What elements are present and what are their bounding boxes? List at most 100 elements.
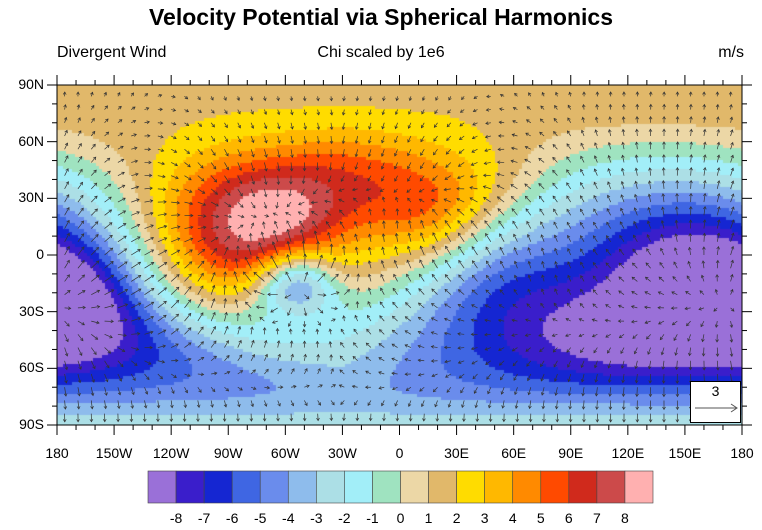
wind-vector xyxy=(701,260,706,269)
wind-vector xyxy=(714,321,719,328)
wind-vector xyxy=(485,274,492,282)
wind-vector xyxy=(210,298,216,309)
wind-vector xyxy=(420,135,425,143)
wind-vector xyxy=(64,360,69,371)
colorbar-label: -5 xyxy=(253,510,267,526)
wind-vector xyxy=(500,274,505,282)
wind-vector xyxy=(538,170,545,176)
wind-vector xyxy=(394,232,399,242)
wind-vector xyxy=(64,232,70,242)
wind-vector xyxy=(184,249,193,256)
wind-vector xyxy=(248,232,253,242)
wind-vector xyxy=(117,289,129,295)
wind-vector xyxy=(264,149,268,158)
wind-vector xyxy=(608,413,613,423)
wind-vector xyxy=(144,262,155,269)
wind-vector xyxy=(500,260,505,269)
wind-vector xyxy=(277,135,281,144)
wind-vector xyxy=(171,108,177,112)
wind-vector xyxy=(551,333,558,337)
wind-vector xyxy=(447,400,452,408)
wind-vector xyxy=(716,128,720,137)
plot-title: Velocity Potential via Spherical Harmoni… xyxy=(148,4,613,30)
wind-vector xyxy=(456,175,465,180)
wind-vector xyxy=(262,413,267,422)
wind-vector xyxy=(443,317,452,322)
wind-vector xyxy=(513,233,518,242)
wind-vector xyxy=(210,96,214,101)
wind-vector xyxy=(197,272,204,282)
wind-vector xyxy=(539,131,545,137)
wind-vector xyxy=(210,284,216,295)
wind-vector xyxy=(170,299,180,309)
wind-vector xyxy=(500,373,505,381)
wind-vector xyxy=(144,134,151,138)
wind-vector xyxy=(184,148,190,154)
wind-vector xyxy=(171,225,181,229)
wind-vector xyxy=(329,109,334,116)
wind-vector xyxy=(648,373,652,384)
wind-vector xyxy=(524,183,532,190)
wind-vector xyxy=(675,387,680,398)
wind-vector xyxy=(540,373,545,382)
wind-vector xyxy=(290,368,295,375)
vector-overlay xyxy=(62,91,735,423)
wind-vector xyxy=(104,105,108,110)
wind-vector xyxy=(144,224,154,229)
wind-vector xyxy=(197,248,206,256)
wind-vector xyxy=(234,298,239,308)
wind-vector xyxy=(339,355,345,362)
wind-vector xyxy=(76,104,81,110)
colorbar-box xyxy=(175,470,205,504)
wind-vector xyxy=(408,208,412,216)
wind-vector xyxy=(514,400,519,409)
wind-vector xyxy=(276,175,281,185)
wind-vector xyxy=(286,240,292,256)
wind-vector xyxy=(302,328,306,335)
wind-vector xyxy=(131,347,140,351)
colorbar-box xyxy=(203,470,233,504)
wind-vector xyxy=(339,369,345,375)
wind-vector xyxy=(157,237,168,243)
wind-vector xyxy=(330,400,335,406)
wind-vector xyxy=(340,175,345,182)
wind-vector xyxy=(381,246,385,256)
wind-vector xyxy=(606,208,612,216)
wind-vector xyxy=(619,221,625,229)
wind-vector xyxy=(392,287,398,295)
wind-vector xyxy=(404,372,411,376)
wind-vector xyxy=(621,373,625,384)
wind-vector xyxy=(647,220,651,229)
wind-vector xyxy=(184,237,194,243)
wind-vector xyxy=(662,103,666,110)
wind-vector xyxy=(341,149,346,158)
wind-vector xyxy=(647,193,652,203)
wind-vector xyxy=(394,175,398,182)
wind-vector xyxy=(675,413,680,423)
wind-vector xyxy=(131,172,139,177)
wind-vector xyxy=(703,141,707,150)
wind-vector xyxy=(263,109,268,115)
lat-tick-label: 60N xyxy=(18,132,44,149)
colorbar-box xyxy=(344,470,373,504)
wind-vector xyxy=(419,386,425,392)
wind-vector xyxy=(435,96,439,101)
wind-vector xyxy=(90,360,96,370)
wind-vector xyxy=(104,304,115,309)
wind-vector xyxy=(224,122,228,129)
wind-vector xyxy=(223,271,227,282)
wind-vector xyxy=(211,225,220,230)
wind-vector xyxy=(117,184,126,190)
wind-vector xyxy=(687,334,691,342)
wind-vector xyxy=(365,356,372,362)
wind-vector xyxy=(329,354,333,361)
wind-vector xyxy=(378,343,385,348)
wind-vector xyxy=(567,234,572,242)
wind-vector xyxy=(330,291,340,296)
wind-vector xyxy=(144,147,152,152)
wind-vector xyxy=(365,370,372,375)
wind-vector xyxy=(156,413,160,423)
wind-vector xyxy=(658,320,665,325)
wind-vector xyxy=(431,188,438,192)
wind-vector xyxy=(250,149,255,158)
